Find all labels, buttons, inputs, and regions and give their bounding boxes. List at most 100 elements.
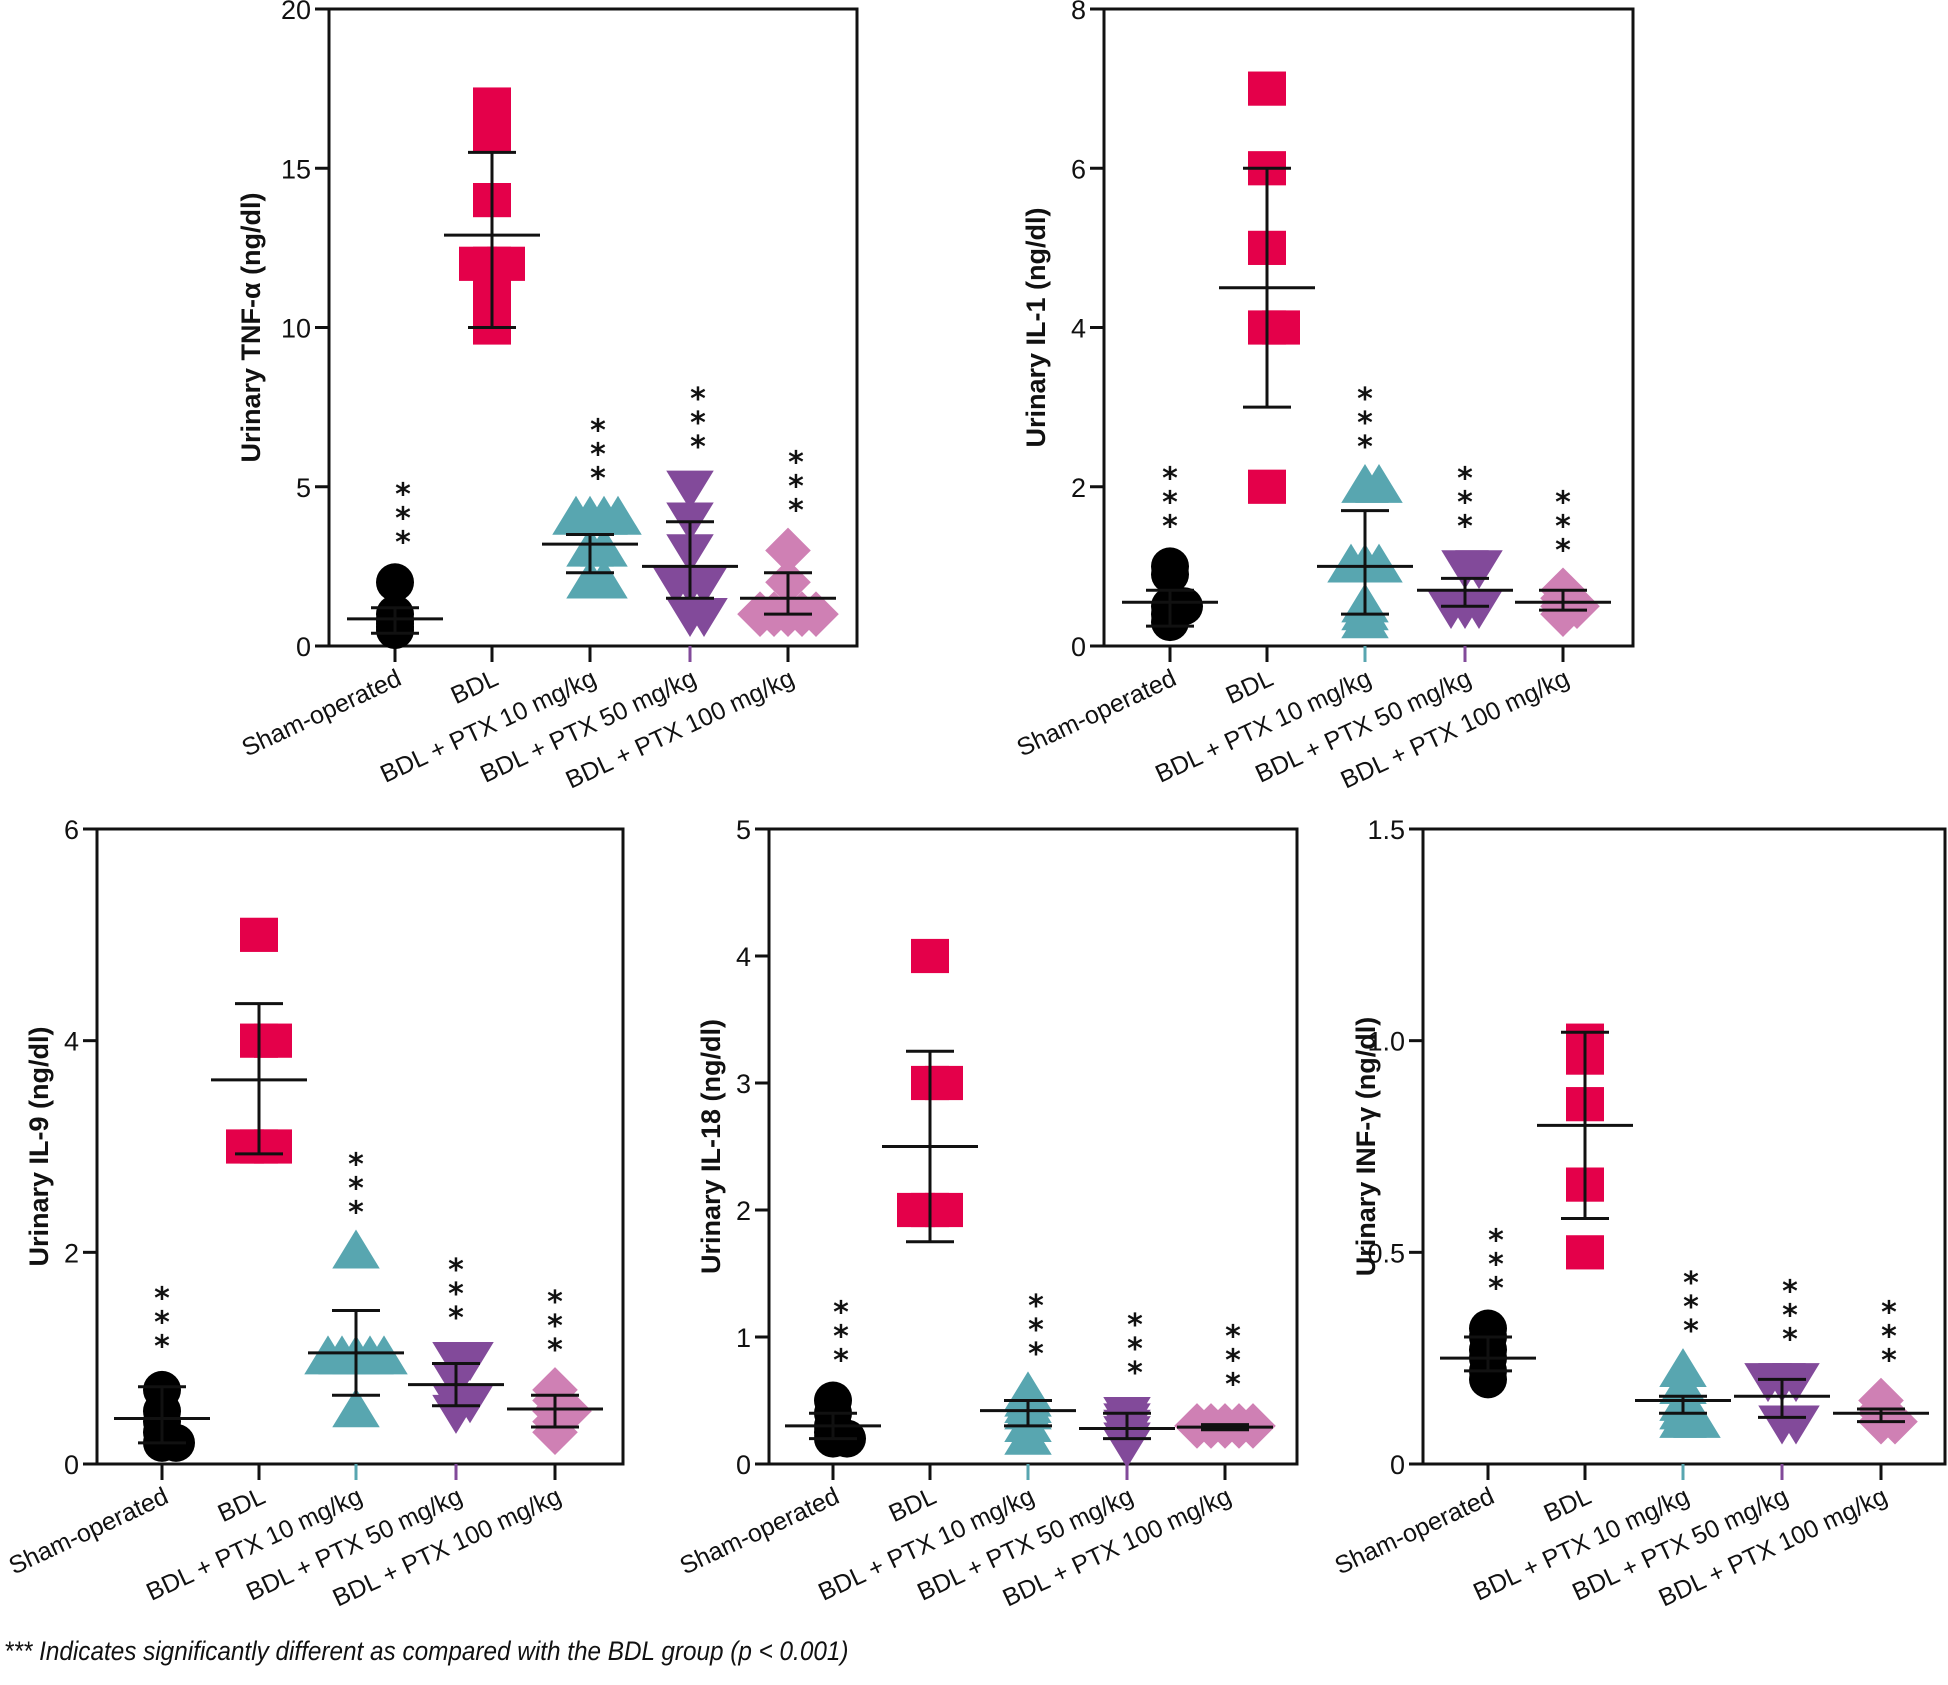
significance-star: *: [1782, 1322, 1798, 1357]
series-2: ***: [304, 1147, 408, 1428]
data-point: [1327, 543, 1375, 583]
series-4: ***: [1174, 1320, 1276, 1449]
data-point: [1566, 1235, 1604, 1270]
data-point: [737, 591, 783, 637]
significance-star: *: [1457, 509, 1473, 544]
significance-star: *: [1881, 1296, 1897, 1331]
significance-star: *: [1683, 1266, 1699, 1301]
series-3: ***: [1734, 1274, 1830, 1445]
data-point: [240, 917, 278, 952]
significance-star: *: [1488, 1248, 1504, 1283]
significance-star: *: [395, 525, 411, 560]
y-tick-label: 0: [64, 1450, 79, 1480]
significance-star: *: [154, 1306, 170, 1341]
significance-star: *: [1488, 1272, 1504, 1307]
x-category-label: Sham-operated: [5, 1482, 173, 1580]
significance-star: *: [1683, 1290, 1699, 1325]
significance-star: *: [1357, 406, 1373, 441]
data-point: [360, 1335, 408, 1375]
plot-frame: [95, 827, 625, 1466]
data-point: [1248, 71, 1286, 106]
significance-star: *: [1028, 1337, 1044, 1372]
significance-star: *: [1127, 1332, 1143, 1367]
series-0: ***: [1122, 461, 1218, 642]
y-axis-title: Urinary IL-9 (ng/dl): [24, 1026, 54, 1266]
y-tick-label: 1.5: [1367, 815, 1405, 845]
series-2: ***: [1317, 382, 1413, 639]
significance-star: *: [1881, 1320, 1897, 1355]
y-tick-label: 0: [296, 632, 311, 662]
series-0: ***: [114, 1282, 210, 1462]
significance-star: *: [1127, 1308, 1143, 1343]
significance-star: *: [1555, 533, 1571, 568]
data-point: [532, 1409, 578, 1456]
data-point: [680, 598, 728, 637]
series-3: ***: [408, 1253, 504, 1434]
significance-star: *: [448, 1301, 464, 1336]
y-tick-label: 8: [1071, 0, 1086, 25]
significance-star: *: [1028, 1289, 1044, 1324]
series-4: ***: [737, 445, 839, 637]
series-1: [444, 87, 540, 345]
x-category-label: BDL: [885, 1482, 941, 1528]
significance-star: *: [1357, 430, 1373, 465]
data-point: [580, 559, 628, 599]
y-tick-label: 2: [1071, 473, 1086, 503]
y-tick-label: 6: [1071, 154, 1086, 184]
data-point: [1427, 590, 1475, 629]
y-tick-label: 10: [281, 314, 311, 344]
data-point: [1744, 1363, 1792, 1403]
footnote: *** Indicates significantly different as…: [4, 1636, 849, 1666]
significance-star: *: [1782, 1298, 1798, 1333]
series-0: ***: [1440, 1224, 1536, 1399]
y-axis-title: Urinary IL-18 (ng/dl): [696, 1019, 726, 1274]
series-2: ***: [980, 1289, 1076, 1455]
data-point: [1151, 555, 1189, 594]
series-0: ***: [785, 1296, 881, 1458]
data-point: [473, 87, 511, 122]
chart-panel-2: 0 2 4 6 8 Urinary IL-1 (ng/dl) Sham-operated BD…: [1013, 0, 1635, 794]
series-4: ***: [1833, 1296, 1929, 1445]
significance-star: *: [788, 493, 804, 528]
x-category-label: Sham-operated: [1013, 664, 1181, 762]
y-tick-label: 2: [64, 1238, 79, 1268]
chart-panel-5: 0 0.5 1.0 1.5 Urinary INF-γ (ng/dl) Sham-oper…: [1331, 815, 1947, 1612]
data-point: [1355, 463, 1403, 503]
significance-star: *: [348, 1195, 364, 1230]
series-1: [211, 917, 307, 1164]
significance-star: *: [395, 501, 411, 536]
significance-star: *: [590, 414, 606, 449]
y-tick-label: 3: [736, 1069, 751, 1099]
data-point: [765, 527, 811, 574]
significance-star: *: [1555, 509, 1571, 544]
series-1: [1219, 71, 1315, 504]
data-point: [376, 563, 414, 602]
y-tick-label: 0: [736, 1450, 751, 1480]
data-point: [793, 591, 839, 637]
x-category-label: BDL: [447, 664, 503, 710]
significance-star: *: [690, 382, 706, 417]
data-point: [580, 527, 628, 567]
data-point: [1673, 1398, 1721, 1438]
significance-star: *: [1457, 485, 1473, 520]
significance-star: *: [1782, 1274, 1798, 1309]
y-axis-title: Urinary INF-γ (ng/dl): [1351, 1017, 1381, 1277]
y-tick-label: 0: [1390, 1450, 1405, 1480]
significance-star: *: [833, 1344, 849, 1379]
y-tick-label: 5: [736, 815, 751, 845]
significance-star: *: [395, 477, 411, 512]
x-category-label: BDL: [1222, 664, 1278, 710]
significance-star: *: [833, 1320, 849, 1355]
significance-star: *: [348, 1171, 364, 1206]
y-tick-label: 5: [296, 473, 311, 503]
significance-star: *: [154, 1282, 170, 1317]
significance-star: *: [154, 1330, 170, 1365]
significance-star: *: [590, 438, 606, 473]
y-axis-title: Urinary TNF-α (ng/dl): [236, 192, 266, 462]
data-point: [594, 495, 642, 535]
y-tick-label: 2: [736, 1196, 751, 1226]
chart-panel-4: 0 1 2 3 4 5 Urinary IL-18 (ng/dl) Sham-operated…: [676, 815, 1299, 1612]
y-axis-title: Urinary IL-1 (ng/dl): [1021, 207, 1051, 447]
plot-frame: [767, 827, 1299, 1466]
